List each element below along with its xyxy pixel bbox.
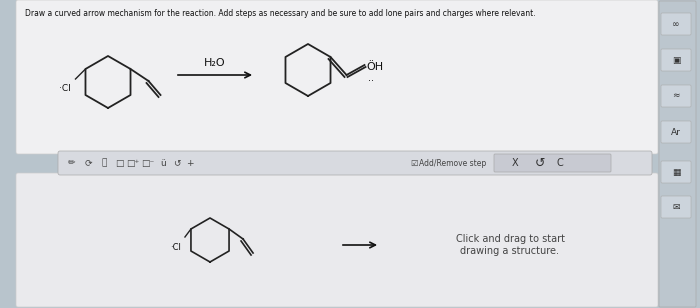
Text: Ar: Ar — [671, 128, 681, 136]
Text: ▦: ▦ — [672, 168, 680, 176]
Text: ▣: ▣ — [672, 55, 680, 64]
Text: Draw a curved arrow mechanism for the reaction. Add steps as necessary and be su: Draw a curved arrow mechanism for the re… — [25, 9, 536, 18]
Text: ·Cl: ·Cl — [59, 84, 71, 93]
FancyBboxPatch shape — [494, 154, 611, 172]
Text: □⁺: □⁺ — [127, 159, 139, 168]
FancyBboxPatch shape — [659, 1, 696, 307]
FancyBboxPatch shape — [661, 196, 691, 218]
Text: ..: .. — [368, 73, 374, 83]
FancyBboxPatch shape — [661, 85, 691, 107]
FancyBboxPatch shape — [661, 49, 691, 71]
Text: ✏: ✏ — [69, 159, 76, 168]
Text: ☑: ☑ — [410, 159, 417, 168]
Text: ↺: ↺ — [535, 156, 545, 169]
Text: ∞: ∞ — [672, 19, 680, 29]
Text: X: X — [512, 158, 518, 168]
Text: Add/Remove step: Add/Remove step — [419, 159, 486, 168]
FancyBboxPatch shape — [661, 161, 691, 183]
Text: ÖH: ÖH — [367, 62, 384, 72]
Text: +: + — [186, 159, 194, 168]
Text: ü: ü — [160, 159, 166, 168]
Text: C: C — [556, 158, 564, 168]
FancyBboxPatch shape — [661, 13, 691, 35]
Text: ≈: ≈ — [672, 91, 680, 100]
FancyBboxPatch shape — [661, 121, 691, 143]
Text: ⟳: ⟳ — [84, 159, 92, 168]
FancyBboxPatch shape — [16, 0, 658, 154]
FancyBboxPatch shape — [58, 151, 652, 175]
Text: ✋: ✋ — [102, 159, 106, 168]
Text: ↺: ↺ — [174, 159, 181, 168]
FancyBboxPatch shape — [16, 173, 658, 307]
Text: □⁻: □⁻ — [141, 159, 155, 168]
Text: □: □ — [115, 159, 123, 168]
Text: ·Cl: ·Cl — [170, 243, 181, 252]
Text: ✉: ✉ — [672, 202, 680, 212]
Text: Click and drag to start
drawing a structure.: Click and drag to start drawing a struct… — [456, 234, 564, 256]
Text: H₂O: H₂O — [204, 58, 226, 68]
